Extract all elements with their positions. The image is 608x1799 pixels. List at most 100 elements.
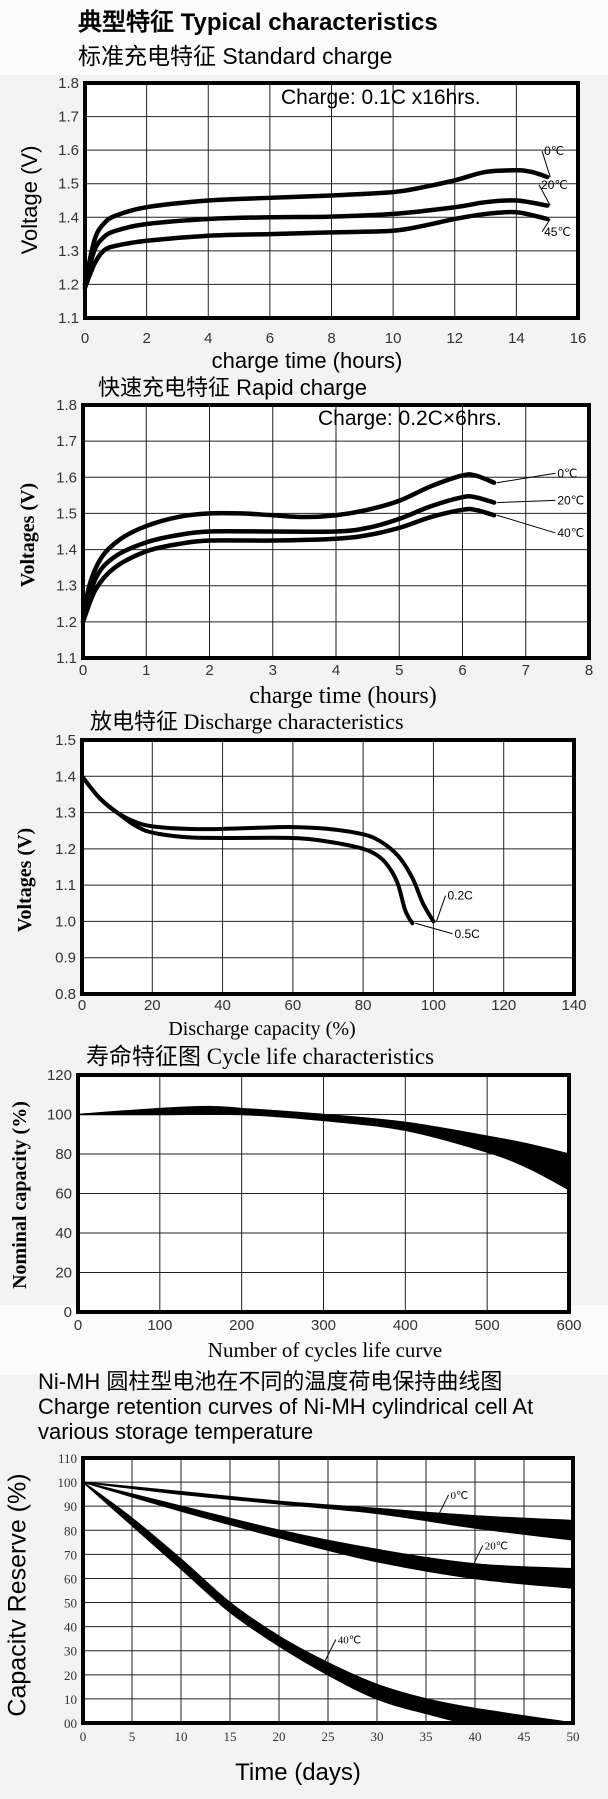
y-tick-label: 0.8 [55, 986, 76, 1003]
page-title: 典型特征 Typical characteristics [78, 9, 438, 36]
series-label: 0℃ [544, 144, 564, 158]
y-tick-label: 120 [47, 1067, 72, 1084]
x-tick-label: 6 [458, 662, 466, 679]
x-tick-label: 3 [269, 662, 277, 679]
series-line-2 [80, 506, 497, 625]
x-tick-label: 0 [78, 997, 86, 1014]
rapid-chart-title: 快速充电特征 Rapid charge [98, 375, 367, 400]
y-tick-label: 1.0 [55, 913, 76, 930]
y-tick-label: 100 [58, 1475, 78, 1490]
series-label: 0℃ [557, 466, 577, 480]
series-line-2 [82, 209, 550, 291]
y-tick-label: 1.4 [58, 209, 79, 226]
plot-area [82, 740, 574, 994]
y-tick-label: 1.4 [56, 542, 77, 559]
series-label: 20℃ [557, 493, 584, 507]
x-tick-label: 14 [508, 330, 525, 347]
x-tick-label: 4 [332, 662, 340, 679]
y-tick-label: 1.2 [55, 841, 76, 858]
x-tick-label: 400 [393, 1317, 418, 1334]
series-line-0 [82, 168, 550, 287]
series-line-0 [80, 472, 497, 625]
x-tick-label: 40 [214, 997, 231, 1014]
y-tick-label: 00 [64, 1716, 77, 1731]
cycle-x-axis-label: Number of cycles life curve [207, 1338, 443, 1362]
series-leader-line [541, 151, 551, 178]
retention-chart: 0℃ 20℃ 40℃ 0 5 10 15 20 25 30 35 40 45 50 00 10 20 30 40 50… [58, 1451, 580, 1744]
y-tick-label: 0.9 [55, 950, 76, 967]
x-tick-label: 35 [420, 1729, 433, 1744]
y-tick-label: 1.3 [58, 243, 79, 260]
x-tick-label: 8 [585, 662, 593, 679]
x-tick-label: 25 [322, 1729, 335, 1744]
plot-frame [81, 403, 591, 660]
discharge-chart: 0.2C 0.5C 0 20 40 60 80 100 120 140 0.8 0.9 1.0 1.1 1.… [55, 732, 586, 1014]
x-tick-label: 600 [556, 1317, 581, 1334]
series-leader-line [322, 1639, 337, 1666]
y-tick-label: 70 [64, 1547, 77, 1562]
x-tick-label: 0 [74, 1317, 82, 1334]
y-tick-label: 1.3 [55, 805, 76, 822]
x-tick-label: 120 [491, 997, 516, 1014]
y-tick-label: 0 [64, 1304, 72, 1321]
y-tick-label: 1.1 [58, 310, 79, 327]
series-leader-line [415, 922, 453, 935]
y-tick-label: 110 [58, 1451, 77, 1466]
x-tick-label: 50 [567, 1729, 580, 1744]
y-tick-label: 1.2 [56, 614, 77, 631]
x-tick-label: 300 [311, 1317, 336, 1334]
rapid-x-axis-label: charge time (hours) [249, 683, 437, 709]
x-tick-label: 40 [469, 1729, 482, 1744]
x-tick-label: 10 [385, 330, 402, 347]
x-tick-label: 7 [522, 662, 530, 679]
series-leader-line [435, 895, 446, 922]
discharge-y-axis-label: Voltages (V) [14, 827, 36, 933]
series-label: 20℃ [541, 178, 568, 192]
series-leader-line [496, 514, 556, 534]
retention-title-cn: Ni-MH 圆柱型电池在不同的温度荷电保持曲线图 [38, 1369, 503, 1394]
x-tick-label: 12 [446, 330, 463, 347]
y-tick-label: 1.6 [58, 142, 79, 159]
retention-title-en-1: Charge retention curves of Ni-MH cylindr… [38, 1394, 534, 1419]
series-label: 0.2C [447, 889, 473, 903]
standard-charge-annotation: Charge: 0.1C x16hrs. [281, 86, 481, 109]
x-tick-label: 20 [273, 1729, 286, 1744]
cycle-chart: 0 100 200 300 400 500 600 0 20 40 60 80 100 120 [47, 1067, 582, 1334]
series-leader-line [497, 472, 556, 484]
series-label: 0℃ [451, 1490, 469, 1502]
section-background [0, 1305, 608, 1375]
x-tick-label: 0 [80, 1729, 87, 1744]
series-leader-line [497, 499, 556, 504]
plot-frame [80, 738, 576, 996]
x-tick-label: 4 [204, 330, 212, 347]
y-tick-label: 100 [47, 1107, 72, 1124]
y-tick-label: 1.8 [56, 397, 77, 414]
series-leader-line [538, 184, 551, 206]
x-tick-label: 2 [205, 662, 213, 679]
x-tick-label: 5 [129, 1729, 136, 1744]
series-leader-line [469, 1545, 484, 1572]
y-tick-label: 60 [55, 1186, 72, 1203]
header-background [0, 0, 608, 75]
x-tick-label: 8 [327, 330, 335, 347]
y-tick-label: 60 [64, 1571, 77, 1586]
series-label: 40℃ [557, 526, 584, 540]
x-tick-label: 0 [79, 662, 87, 679]
y-tick-label: 1.5 [55, 732, 76, 749]
y-tick-label: 80 [64, 1523, 77, 1538]
series-label: 40℃ [338, 1635, 361, 1647]
x-tick-label: 20 [144, 997, 161, 1014]
x-tick-label: 5 [395, 662, 403, 679]
series-line-1 [80, 494, 497, 625]
plot-frame [76, 1073, 571, 1314]
x-tick-label: 500 [475, 1317, 500, 1334]
y-tick-label: 1.5 [58, 176, 79, 193]
x-tick-label: 80 [355, 997, 372, 1014]
y-tick-label: 50 [64, 1596, 77, 1611]
y-tick-label: 10 [64, 1692, 77, 1707]
retention-y-axis-label: Capacitv Reserve (%) [3, 1473, 32, 1717]
y-tick-label: 40 [64, 1620, 77, 1635]
series-line-1 [82, 198, 550, 287]
cycle-chart-title: 寿命特征图 Cycle life characteristics [86, 1044, 435, 1069]
